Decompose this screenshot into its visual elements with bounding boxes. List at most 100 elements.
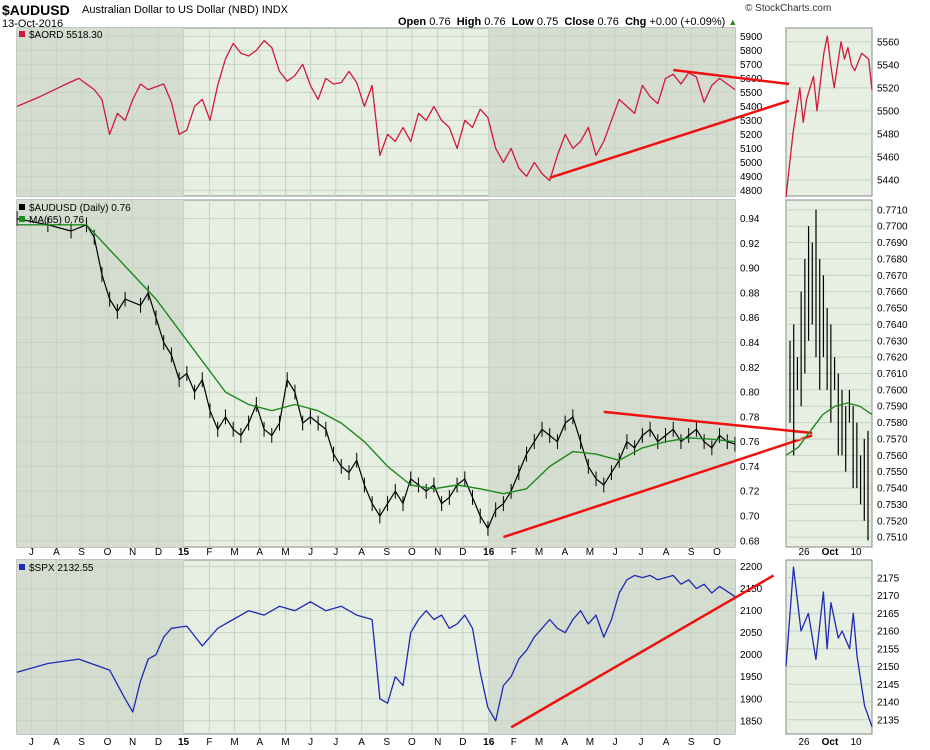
x-axis-month-label: J bbox=[638, 737, 643, 748]
aord-series-line bbox=[16, 39, 736, 182]
spx-zoom-y-axis-tick-label: 2155 bbox=[877, 644, 900, 655]
x-axis-month-label: F bbox=[206, 737, 212, 748]
exchange-label: INDX bbox=[261, 4, 289, 16]
zoom-x-axis-label: 26 bbox=[798, 547, 810, 558]
ohlc-readout: Open 0.76 High 0.76 Low 0.75 Close 0.76 … bbox=[398, 16, 737, 28]
spx-trendline bbox=[510, 574, 775, 729]
x-axis-month-label: F bbox=[511, 547, 517, 558]
aord-trendline bbox=[673, 68, 790, 86]
x-axis-month-label: N bbox=[129, 737, 136, 748]
audusd-zoom-y-axis-tick-label: 0.7580 bbox=[877, 418, 908, 429]
spx-zoom-y-axis-tick-label: 2165 bbox=[877, 609, 900, 620]
aord-y-axis-tick-label: 5000 bbox=[740, 158, 763, 169]
aord-trendline bbox=[549, 99, 790, 179]
x-axis-month-label: S bbox=[78, 547, 85, 558]
spx-y-axis-tick-label: 2000 bbox=[740, 650, 763, 661]
x-axis-month-label: O bbox=[713, 547, 721, 558]
x-axis-month-label: J bbox=[29, 737, 34, 748]
x-axis-month-label: J bbox=[638, 547, 643, 558]
x-axis-month-label: A bbox=[663, 547, 670, 558]
x-axis-month-label: J bbox=[333, 547, 338, 558]
chg-label: Chg bbox=[624, 16, 647, 28]
close-value: 0.76 bbox=[597, 16, 619, 28]
aord-y-axis-tick-label: 5500 bbox=[740, 88, 763, 99]
audusd-y-axis-tick-label: 0.70 bbox=[740, 512, 760, 523]
aord-zoom-y-axis-tick-label: 5500 bbox=[877, 106, 900, 117]
audusd-zoom-y-axis-tick-label: 0.7590 bbox=[877, 402, 908, 413]
x-axis-month-label: O bbox=[408, 547, 416, 558]
x-axis-month-label: J bbox=[613, 737, 618, 748]
x-axis-month-label: O bbox=[104, 547, 112, 558]
audusd-y-axis-tick-label: 0.74 bbox=[740, 462, 760, 473]
audusd-y-axis-tick-label: 0.86 bbox=[740, 313, 760, 324]
x-axis-month-label: N bbox=[434, 547, 441, 558]
open-label: Open bbox=[398, 16, 427, 28]
aord-y-axis-tick-label: 5800 bbox=[740, 46, 763, 57]
audusd-y-axis-tick-label: 0.90 bbox=[740, 264, 760, 275]
audusd-y-axis-tick-label: 0.82 bbox=[740, 363, 760, 374]
high-label: High bbox=[456, 16, 482, 28]
x-axis-month-label: S bbox=[78, 737, 85, 748]
x-axis-month-label: A bbox=[53, 547, 60, 558]
audusd-trendline bbox=[603, 410, 813, 435]
x-axis-month-label: A bbox=[561, 547, 568, 558]
audusd-zoom-y-axis-tick-label: 0.7710 bbox=[877, 205, 908, 216]
chart-date: 13-Oct-2016 bbox=[2, 18, 64, 30]
audusd-legend-label: $AUDUSD (Daily) 0.76 bbox=[29, 203, 131, 214]
audusd-legend-swatch bbox=[19, 204, 25, 210]
audusd-zoom-y-axis-tick-label: 0.7510 bbox=[877, 533, 908, 544]
x-axis-month-label: S bbox=[688, 737, 695, 748]
aord-zoom-y-axis-tick-label: 5440 bbox=[877, 175, 900, 186]
x-axis-month-label: J bbox=[333, 737, 338, 748]
audusd-y-axis-tick-label: 0.72 bbox=[740, 487, 760, 498]
spx-zoom-y-axis-tick-label: 2145 bbox=[877, 680, 900, 691]
spx-legend-swatch bbox=[19, 564, 25, 570]
aord-y-axis-tick-label: 5400 bbox=[740, 102, 763, 113]
audusd-ma-line bbox=[17, 224, 736, 495]
stockcharts-watermark: © StockCharts.com bbox=[745, 3, 832, 14]
audusd-y-axis-tick-label: 0.84 bbox=[740, 338, 760, 349]
x-axis-month-label: F bbox=[511, 737, 517, 748]
aord-zoom-y-axis-tick-label: 5540 bbox=[877, 60, 900, 71]
x-axis-month-label: J bbox=[613, 547, 618, 558]
audusd-y-axis-tick-label: 0.78 bbox=[740, 412, 760, 423]
audusd-y-axis-tick-label: 0.76 bbox=[740, 437, 760, 448]
low-label: Low bbox=[511, 16, 534, 28]
x-axis-month-label: J bbox=[308, 737, 313, 748]
x-axis-month-label: M bbox=[535, 737, 543, 748]
audusd-y-axis-tick-label: 0.94 bbox=[740, 214, 760, 225]
spx-y-axis-tick-label: 2100 bbox=[740, 606, 763, 617]
spx-zoom-line bbox=[785, 566, 873, 728]
audusd-trendline bbox=[502, 434, 813, 539]
audusd-y-axis-tick-label: 0.92 bbox=[740, 239, 760, 250]
spx-zoom-y-axis-tick-label: 2160 bbox=[877, 627, 900, 638]
open-value: 0.76 bbox=[429, 16, 451, 28]
x-axis-month-label: S bbox=[383, 547, 390, 558]
audusd-zoom-y-axis-tick-label: 0.7640 bbox=[877, 320, 908, 331]
audusd-zoom-y-axis-tick-label: 0.7630 bbox=[877, 336, 908, 347]
audusd-zoom-y-axis-tick-label: 0.7520 bbox=[877, 516, 908, 527]
audusd-zoom-y-axis-tick-label: 0.7570 bbox=[877, 434, 908, 445]
x-axis-month-label: A bbox=[561, 737, 568, 748]
zoom-x-axis-label: 10 bbox=[850, 547, 862, 558]
aord-y-axis-tick-label: 4800 bbox=[740, 186, 763, 197]
aord-zoom-y-axis-tick-label: 5520 bbox=[877, 83, 900, 94]
zoom-x-axis-label: Oct bbox=[822, 547, 839, 558]
spx-panel-year-shade bbox=[488, 560, 735, 734]
chg-value: +0.00 (+0.09%) bbox=[649, 16, 726, 28]
x-axis-month-label: D bbox=[459, 737, 466, 748]
audusd-zoom-y-axis-tick-label: 0.7550 bbox=[877, 467, 908, 478]
x-axis-month-label: M bbox=[586, 547, 594, 558]
aord-y-axis-tick-label: 5100 bbox=[740, 144, 763, 155]
audusd-y-axis-tick-label: 0.68 bbox=[740, 536, 760, 547]
low-value: 0.75 bbox=[536, 16, 559, 28]
aord-legend-label: $AORD 5518.30 bbox=[29, 30, 103, 41]
spx-panel-zoom-background bbox=[785, 559, 873, 735]
spx-y-axis-tick-label: 2050 bbox=[740, 628, 763, 639]
spx-y-axis-tick-label: 1950 bbox=[740, 672, 763, 683]
x-axis-month-label: N bbox=[129, 547, 136, 558]
x-axis-month-label: O bbox=[408, 737, 416, 748]
chart-instrument-name: Australian Dollar to US Dollar (NBD) IND… bbox=[82, 4, 288, 16]
x-axis-month-label: A bbox=[256, 737, 263, 748]
